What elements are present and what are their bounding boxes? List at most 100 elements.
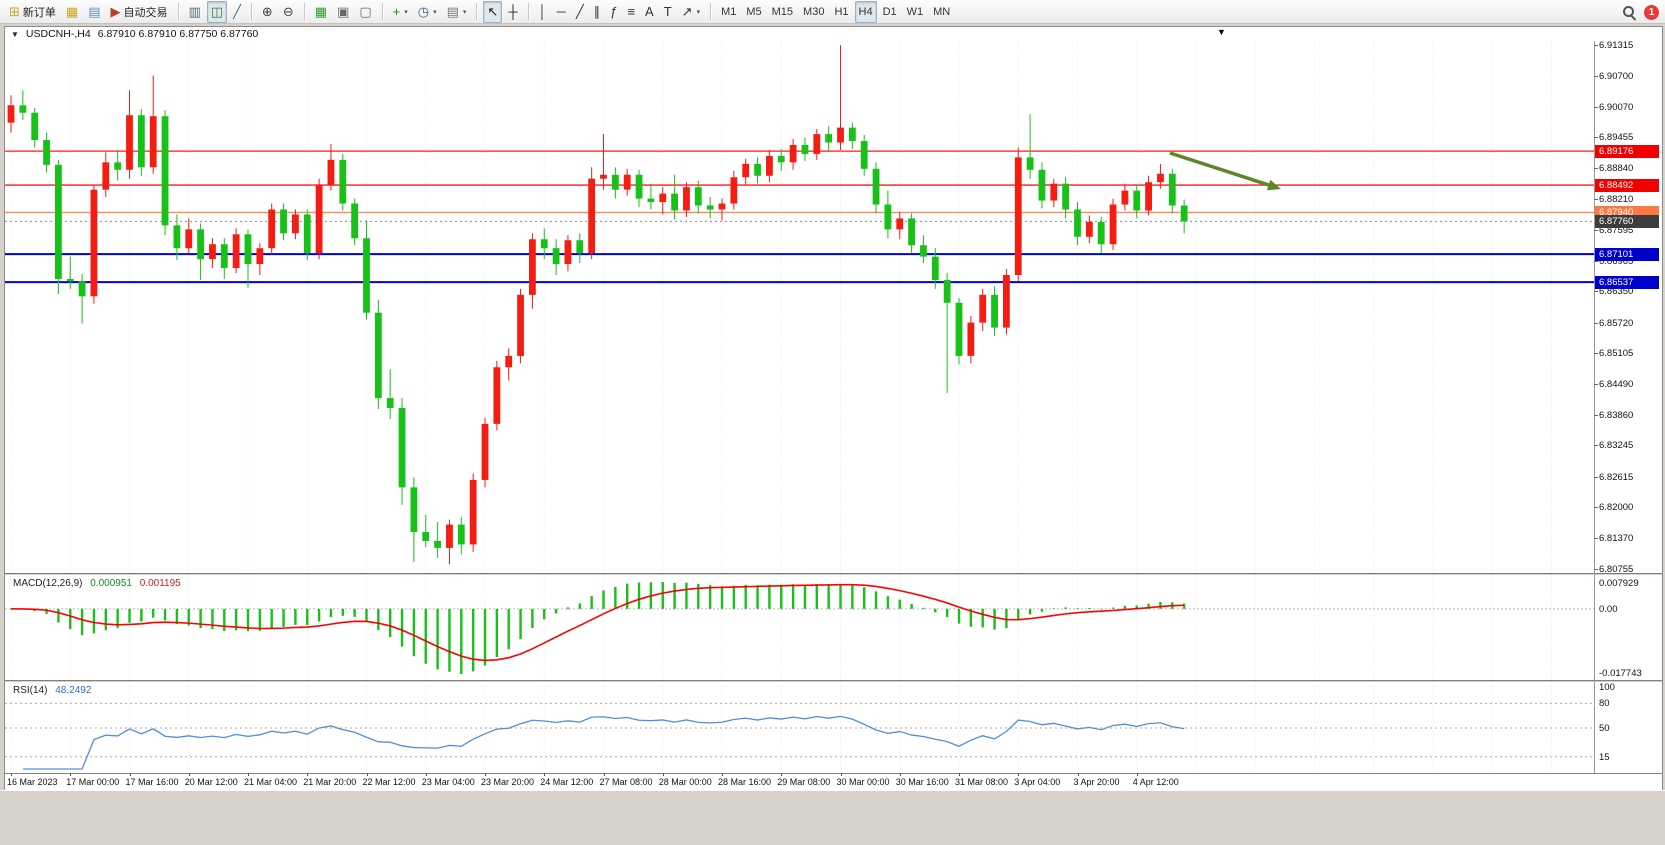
panel-separator[interactable] — [5, 573, 1662, 576]
chart-menu-icon[interactable]: ▼ — [11, 29, 19, 39]
trendline-button[interactable]: ╱ — [572, 1, 588, 23]
channel-button[interactable]: ∥ — [590, 1, 605, 23]
time-axis-label: 21 Mar 04:00 — [244, 777, 298, 787]
toolbar-separator — [710, 3, 712, 20]
indicators-add-icon: + — [392, 4, 401, 19]
timeframe-m15[interactable]: M15 — [768, 1, 797, 23]
timeframe-m1[interactable]: M1 — [717, 1, 740, 23]
candlestick-button[interactable]: ◫ — [206, 0, 228, 23]
bar-chart-button[interactable]: ▥ — [185, 1, 205, 23]
time-axis-label: 29 Mar 08:00 — [777, 777, 831, 787]
time-axis[interactable] — [5, 773, 1662, 791]
new-order-button[interactable]: ⊞ 新订单 — [5, 1, 60, 23]
rsi-indicator-chart — [5, 683, 1594, 773]
time-axis-label: 3 Apr 20:00 — [1073, 777, 1120, 787]
rsi-axis-label: 50 — [1599, 723, 1610, 734]
vertical-gridlines — [10, 41, 1552, 573]
horizontal-price-lines[interactable] — [5, 150, 1594, 284]
horizontal-line-button[interactable]: ─ — [553, 1, 570, 23]
new-order-button-label: 新订单 — [22, 6, 56, 19]
time-axis-tick — [11, 773, 12, 776]
price-axis-tick — [1594, 569, 1598, 570]
price-axis-label: 6.88840 — [1599, 162, 1634, 174]
price-axis-label: 6.83860 — [1599, 409, 1634, 421]
macd-label: MACD(12,26,9) 0.000951 0.001195 — [13, 578, 181, 589]
templates-button[interactable]: ▤ ▾ — [443, 1, 471, 23]
profiles-button[interactable]: ▤ — [84, 1, 104, 23]
fibonacci-button[interactable]: ƒ — [606, 1, 621, 23]
autotrading-button-label: 自动交易 — [123, 6, 168, 19]
tile-windows-button[interactable]: ▦ — [311, 1, 331, 23]
label-button[interactable]: T — [660, 1, 676, 23]
arrows-button[interactable]: ↗ ▾ — [678, 1, 704, 23]
timeframe-mn[interactable]: MN — [929, 1, 954, 23]
price-axis-label: 6.86965 — [1599, 255, 1634, 267]
dropdown-caret-icon: ▾ — [696, 8, 701, 16]
label-icon: T — [663, 4, 672, 19]
timeframe-h1-label: H1 — [834, 5, 849, 18]
time-axis-tick — [722, 773, 723, 776]
time-axis-tick — [70, 773, 72, 776]
macd-histogram — [9, 582, 1186, 674]
macd-signal-line — [10, 583, 1185, 662]
toolbar: ⊞ 新订单 ▦ ▤ ▶ 自动交易 ▥ ◫ ╱ ⊕ ⊖ ▦ ▣ ▢ + ▾ ◷ ▾ ▤ ▾ ↖ ┼ │ ─ ╱ ∥ ƒ ≡ A T ↗ ▾ M1 M… — [0, 0, 1665, 24]
timeframe-h1[interactable]: H1 — [830, 1, 852, 23]
text-button[interactable]: A — [641, 1, 658, 23]
search-icon[interactable] — [1622, 5, 1636, 19]
timeframe-mn-label: MN — [933, 5, 951, 18]
arrange-windows-button[interactable]: ▢ — [355, 1, 375, 23]
price-axis-tick — [1594, 476, 1598, 478]
time-axis-tick — [1077, 773, 1079, 776]
price-axis-line — [1594, 41, 1595, 773]
price-tag[interactable]: 6.87101 — [1595, 247, 1659, 261]
rsi-axis-label: 15 — [1599, 751, 1610, 763]
price-axis-label: 6.85105 — [1599, 348, 1634, 360]
indicators-button[interactable]: + ▾ — [389, 1, 412, 23]
time-axis-label: 17 Mar 16:00 — [125, 777, 179, 787]
zoom-in-button[interactable]: ⊕ — [258, 1, 277, 23]
price-tag[interactable]: 6.87760 — [1595, 214, 1659, 228]
time-axis-tick — [1018, 773, 1020, 776]
time-axis-label: 30 Mar 16:00 — [895, 777, 949, 787]
rsi-label: RSI(14) 48.2492 — [13, 685, 91, 696]
vertical-gridlines — [10, 683, 1552, 773]
time-axis-tick — [248, 773, 249, 776]
time-axis-label: 17 Mar 00:00 — [66, 777, 120, 787]
price-axis-tick — [1594, 137, 1598, 139]
zoom-out-icon: ⊖ — [282, 4, 294, 19]
time-axis-label: 16 Mar 2023 — [7, 777, 58, 787]
periods-button[interactable]: ◷ ▾ — [414, 1, 441, 23]
vertical-line-button[interactable]: │ — [535, 1, 551, 23]
cascade-windows-button[interactable]: ▣ — [333, 1, 353, 23]
charts-button[interactable]: ▦ — [62, 1, 82, 23]
macd-main-value: 0.000951 — [90, 578, 132, 589]
notification-badge[interactable]: 1 — [1644, 4, 1659, 20]
time-axis-tick — [662, 773, 664, 776]
crosshair-button[interactable]: ┼ — [504, 1, 521, 23]
candlestick-icon: ◫ — [210, 4, 224, 19]
timeframe-m30[interactable]: M30 — [799, 1, 828, 23]
price-tag[interactable]: 6.89176 — [1595, 144, 1659, 158]
profiles-icon: ▤ — [88, 4, 101, 19]
timeframe-w1[interactable]: W1 — [903, 1, 928, 23]
timeframe-d1-label: D1 — [882, 5, 897, 18]
shapes-button[interactable]: ≡ — [623, 1, 639, 23]
time-axis-label: 4 Apr 12:00 — [1132, 777, 1179, 787]
price-tag[interactable]: 6.88492 — [1595, 178, 1659, 192]
trend-arrow-annotation[interactable] — [1169, 151, 1281, 191]
rsi-value: 48.2492 — [55, 685, 92, 696]
timeframe-d1[interactable]: D1 — [879, 1, 901, 23]
clock-icon: ◷ — [417, 4, 430, 19]
price-axis-tick — [1594, 167, 1598, 169]
zoom-out-button[interactable]: ⊖ — [279, 1, 298, 23]
time-axis-label: 24 Mar 12:00 — [540, 777, 594, 787]
panel-separator[interactable] — [5, 680, 1662, 683]
timeframe-h4[interactable]: H4 — [854, 0, 877, 23]
price-tag[interactable]: 6.86537 — [1595, 275, 1659, 289]
time-axis-label: 27 Mar 08:00 — [599, 777, 653, 787]
line-chart-button[interactable]: ╱ — [229, 1, 245, 23]
chart-shift-marker-icon[interactable]: ▼ — [1217, 27, 1226, 37]
cursor-button[interactable]: ↖ — [483, 0, 503, 23]
autotrading-button[interactable]: ▶ 自动交易 — [107, 1, 172, 23]
timeframe-m5[interactable]: M5 — [742, 1, 765, 23]
